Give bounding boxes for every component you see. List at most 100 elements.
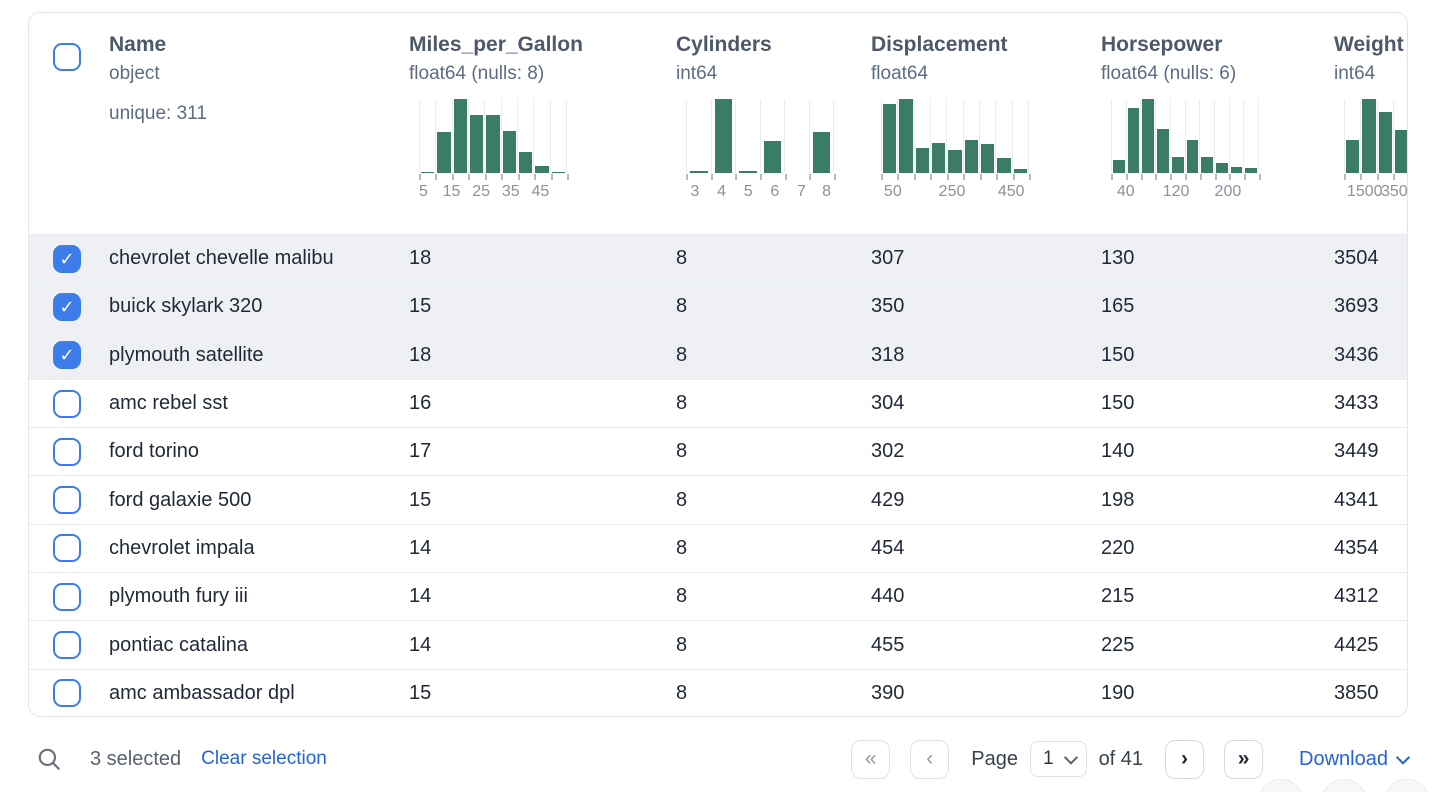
- column-title: Horsepower: [1101, 33, 1223, 56]
- hist-tick-label: 7: [796, 183, 806, 200]
- column-dtype: float64 (nulls: 8): [409, 63, 545, 84]
- cell-name: amc ambassador dpl: [109, 681, 295, 704]
- hist-bar: [1013, 169, 1027, 173]
- cell-displacement: 318: [871, 343, 905, 366]
- cell-cylinders: 8: [676, 343, 688, 366]
- cell-name: pontiac catalina: [109, 633, 248, 656]
- last-page-button[interactable]: »: [1224, 739, 1264, 779]
- cell-horsepower: 225: [1101, 633, 1135, 656]
- chevron-left-icon: ‹: [926, 747, 934, 770]
- cell-cylinders: 8: [676, 633, 688, 656]
- hist-bar: [1157, 128, 1169, 173]
- cell-miles_per_gallon: 16: [409, 392, 432, 415]
- cell-name: plymouth fury iii: [109, 585, 248, 608]
- table-row: pontiac catalina 14 8 455 225 4425: [29, 620, 1407, 668]
- row-checkbox[interactable]: [53, 292, 81, 321]
- hist-bar: [1215, 163, 1228, 173]
- hist-axis: [1344, 173, 1407, 181]
- cell-displacement: 304: [871, 392, 905, 415]
- row-checkbox[interactable]: [53, 437, 81, 466]
- cell-horsepower: 140: [1101, 440, 1135, 463]
- column-header-weight: Weight int64 15003500: [1334, 13, 1408, 234]
- cell-miles_per_gallon: 15: [409, 488, 432, 511]
- cell-weight: 3449: [1334, 440, 1379, 463]
- cell-name: ford torino: [109, 440, 200, 463]
- hist-tick-label: 15: [442, 183, 461, 200]
- search-icon[interactable]: [36, 746, 62, 772]
- row-checkbox[interactable]: [53, 486, 81, 515]
- cell-displacement: 440: [871, 585, 905, 608]
- hist-bar: [1394, 130, 1407, 173]
- hist-bar: [1113, 160, 1125, 173]
- row-checkbox[interactable]: [53, 341, 81, 370]
- histogram-weight: 40 120 200: [1111, 99, 1261, 203]
- column-title: Cylinders: [676, 33, 772, 56]
- hist-bar: [518, 151, 533, 173]
- cell-miles_per_gallon: 18: [409, 343, 432, 366]
- hist-bar: [739, 170, 757, 173]
- cell-name: amc rebel sst: [109, 392, 228, 415]
- hist-tick-label: 450: [997, 183, 1025, 200]
- cell-cylinders: 8: [676, 585, 688, 608]
- column-dtype: object: [109, 63, 160, 84]
- cell-cylinders: 8: [676, 247, 688, 270]
- cell-cylinders: 8: [676, 488, 688, 511]
- hist-tick-label: 6: [770, 183, 780, 200]
- table-row: amc rebel sst 16 8 304 150 3433: [29, 378, 1407, 427]
- hist-bar: [1245, 167, 1258, 173]
- download-button[interactable]: Download: [1299, 748, 1411, 771]
- table-body: chevrolet chevelle malibu 18 8 307 130 3504 bu…: [29, 234, 1407, 716]
- hist-bar: [997, 158, 1011, 173]
- hist-bar: [931, 142, 946, 173]
- prev-page-button[interactable]: ‹: [910, 739, 950, 779]
- clear-selection-link[interactable]: Clear selection: [201, 748, 327, 769]
- next-page-button[interactable]: ›: [1165, 739, 1205, 779]
- cell-horsepower: 130: [1101, 247, 1135, 270]
- cell-cylinders: 8: [676, 536, 688, 559]
- chevron-down-icon: [1395, 750, 1411, 765]
- cell-weight: 3850: [1334, 681, 1379, 704]
- double-chevron-left-icon: «: [864, 747, 877, 770]
- select-all-cell: [29, 13, 109, 234]
- cell-horsepower: 150: [1101, 343, 1135, 366]
- row-checkbox[interactable]: [53, 389, 81, 418]
- table-row: chevrolet impala 14 8 454 220 4354: [29, 523, 1407, 572]
- cell-horsepower: 220: [1101, 536, 1135, 559]
- pagination: « ‹ Page 1 of 41 › » Download: [851, 739, 1411, 779]
- hist-bar: [453, 99, 467, 173]
- hist-bar: [915, 147, 929, 173]
- hist-bar: [1230, 167, 1243, 173]
- first-page-button[interactable]: «: [851, 739, 891, 779]
- column-dtype: int64: [1334, 63, 1376, 84]
- hist-tick-label: 120: [1162, 183, 1190, 200]
- select-all-checkbox[interactable]: [53, 43, 81, 71]
- hist-tick-label: 8: [822, 183, 832, 200]
- row-checkbox[interactable]: [53, 582, 81, 611]
- cell-name: plymouth satellite: [109, 343, 264, 366]
- table-row: buick skylark 320 15 8 350 165 3693: [29, 282, 1407, 331]
- row-checkbox[interactable]: [53, 631, 81, 660]
- cell-horsepower: 215: [1101, 585, 1135, 608]
- row-checkbox[interactable]: [53, 244, 81, 273]
- cell-horsepower: 150: [1101, 392, 1135, 415]
- double-chevron-right-icon: »: [1237, 747, 1250, 770]
- histogram-weight: 15003500: [1344, 99, 1408, 203]
- column-dtype: int64: [676, 63, 718, 84]
- cell-cylinders: 8: [676, 295, 688, 318]
- hist-bar: [1186, 140, 1199, 173]
- page-select[interactable]: 1: [1029, 741, 1087, 777]
- data-table-card: Name object unique: 311 Miles_per_Gallon…: [28, 12, 1408, 717]
- row-checkbox[interactable]: [53, 679, 81, 708]
- hist-tick-label: 3500: [1380, 183, 1408, 200]
- hist-tick-label: 35: [501, 183, 520, 200]
- cell-displacement: 350: [871, 295, 905, 318]
- page-indicator: Page 1 of 41: [971, 741, 1143, 777]
- cell-horsepower: 190: [1101, 681, 1135, 704]
- cell-name: chevrolet impala: [109, 536, 255, 559]
- cell-displacement: 302: [871, 440, 905, 463]
- hist-axis: [686, 173, 836, 181]
- hist-bar: [1201, 157, 1213, 173]
- row-checkbox[interactable]: [53, 534, 81, 563]
- column-header-miles-per-gallon: Miles_per_Gallon float64 (nulls: 8) 5 15 2…: [409, 13, 676, 234]
